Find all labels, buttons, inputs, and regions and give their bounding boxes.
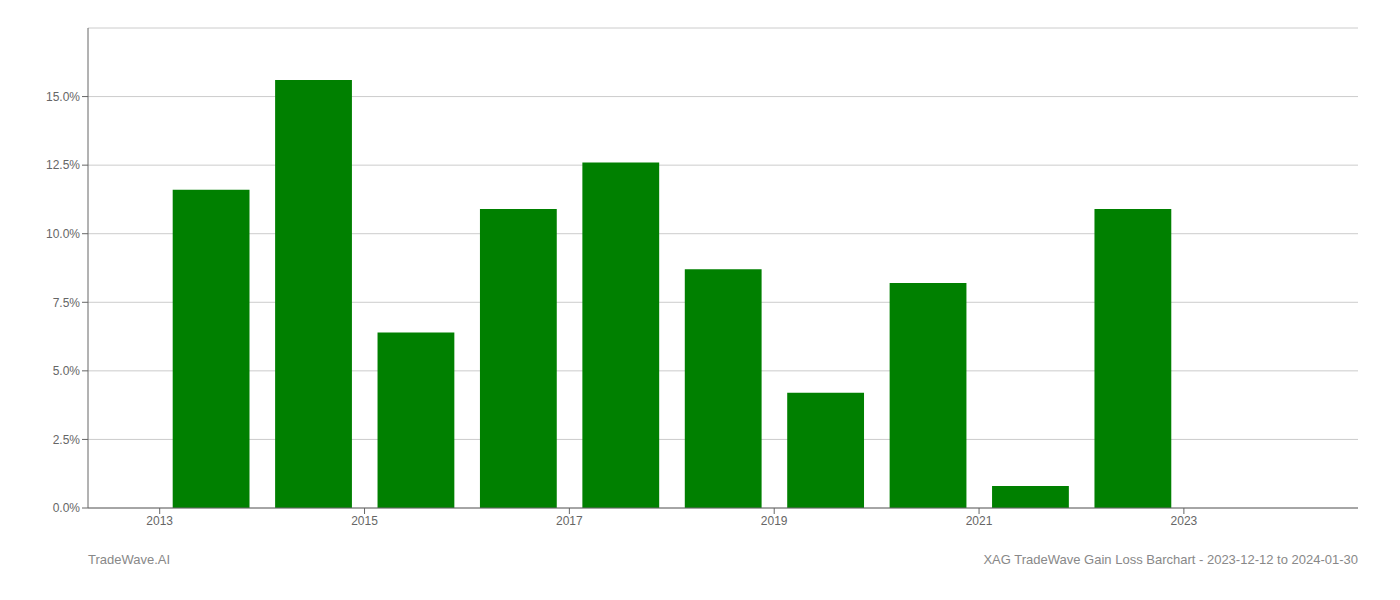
svg-text:2.5%: 2.5%	[53, 433, 81, 447]
svg-text:12.5%: 12.5%	[46, 158, 80, 172]
svg-text:2019: 2019	[761, 514, 788, 528]
html-text:TradeWave.AI: TradeWave.AI	[88, 552, 171, 567]
svg-text:15.0%: 15.0%	[46, 90, 80, 104]
svg-text:0.0%: 0.0%	[53, 501, 81, 515]
svg-text:2023: 2023	[1171, 514, 1198, 528]
html-text:XAG TradeWave Gain Loss Barcha: XAG TradeWave Gain Loss Barchart - 2023-…	[983, 552, 1358, 567]
svg-text:2013: 2013	[146, 514, 173, 528]
svg-text:7.5%: 7.5%	[53, 296, 81, 310]
svg-text:2017: 2017	[556, 514, 583, 528]
svg-text:5.0%: 5.0%	[53, 364, 81, 378]
svg-text:10.0%: 10.0%	[46, 227, 80, 241]
svg-text:2021: 2021	[966, 514, 993, 528]
svg-text:2015: 2015	[351, 514, 378, 528]
